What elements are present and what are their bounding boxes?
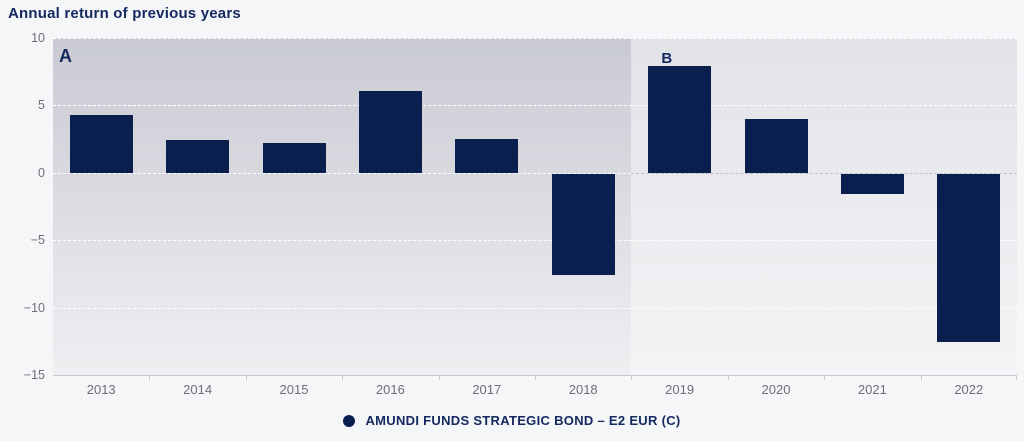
y-tick-label: 10 — [31, 30, 45, 45]
chart-title: Annual return of previous years — [8, 5, 241, 22]
x-tick-label-2018: 2018 — [568, 382, 598, 397]
y-tick-label: −10 — [23, 300, 45, 315]
x-axis-tick — [1016, 376, 1017, 380]
x-axis-tick — [920, 376, 922, 380]
x-axis-tick — [438, 376, 440, 380]
x-axis-tick — [535, 376, 536, 380]
x-tick-label-2017: 2017 — [472, 382, 502, 397]
plot-area: A B 2013 2014 2015 2016 2017 2018 2019 2020 2021 20… — [53, 38, 1017, 397]
y-tick-label: 5 — [38, 98, 45, 113]
y-tick-label: −5 — [30, 232, 45, 247]
region-a-background — [53, 38, 632, 375]
x-axis-tick — [824, 376, 826, 380]
bar-2016 — [358, 90, 422, 173]
gridline — [53, 307, 1017, 309]
y-tick-label: −15 — [23, 367, 45, 382]
gridline — [53, 240, 1017, 242]
bar-2015 — [262, 143, 326, 173]
zero-gridline-left — [53, 172, 632, 174]
x-tick-label-2020: 2020 — [761, 382, 791, 397]
x-tick-label-2019: 2019 — [665, 382, 695, 397]
x-tick-label-2014: 2014 — [183, 382, 213, 397]
y-axis: 10 5 0 −5 −10 −15 — [0, 32, 45, 381]
x-tick-label-2016: 2016 — [375, 382, 405, 397]
region-b-label: B — [661, 50, 673, 67]
bar-2018 — [551, 173, 615, 275]
gridline — [53, 38, 1017, 39]
bar-2019 — [648, 66, 712, 173]
legend-bullet-icon — [343, 414, 356, 427]
region-a-label: A — [59, 46, 72, 66]
bar-2021 — [840, 173, 904, 195]
x-axis-tick — [342, 376, 344, 380]
zero-gridline-right — [631, 172, 1017, 174]
x-axis-tick — [245, 376, 247, 380]
x-axis-tick — [149, 376, 151, 380]
x-tick-label-2015: 2015 — [279, 382, 309, 397]
bar-2020 — [744, 118, 808, 173]
x-axis-line — [53, 375, 1017, 376]
bar-2014 — [166, 140, 230, 173]
legend: AMUNDI FUNDS STRATEGIC BOND – E2 EUR (C) — [0, 413, 1024, 428]
x-axis-tick — [727, 376, 729, 380]
gridline — [53, 105, 1017, 107]
x-tick-label-2021: 2021 — [857, 382, 887, 397]
bar-2017 — [455, 139, 519, 173]
x-tick-label-2013: 2013 — [86, 382, 116, 397]
x-tick-label-2022: 2022 — [954, 382, 984, 397]
bar-2022 — [937, 173, 1001, 343]
y-tick-label: 0 — [38, 165, 45, 180]
bar-2013 — [69, 114, 133, 173]
legend-series-label: AMUNDI FUNDS STRATEGIC BOND – E2 EUR (C) — [365, 413, 681, 428]
x-axis-tick — [631, 376, 633, 380]
